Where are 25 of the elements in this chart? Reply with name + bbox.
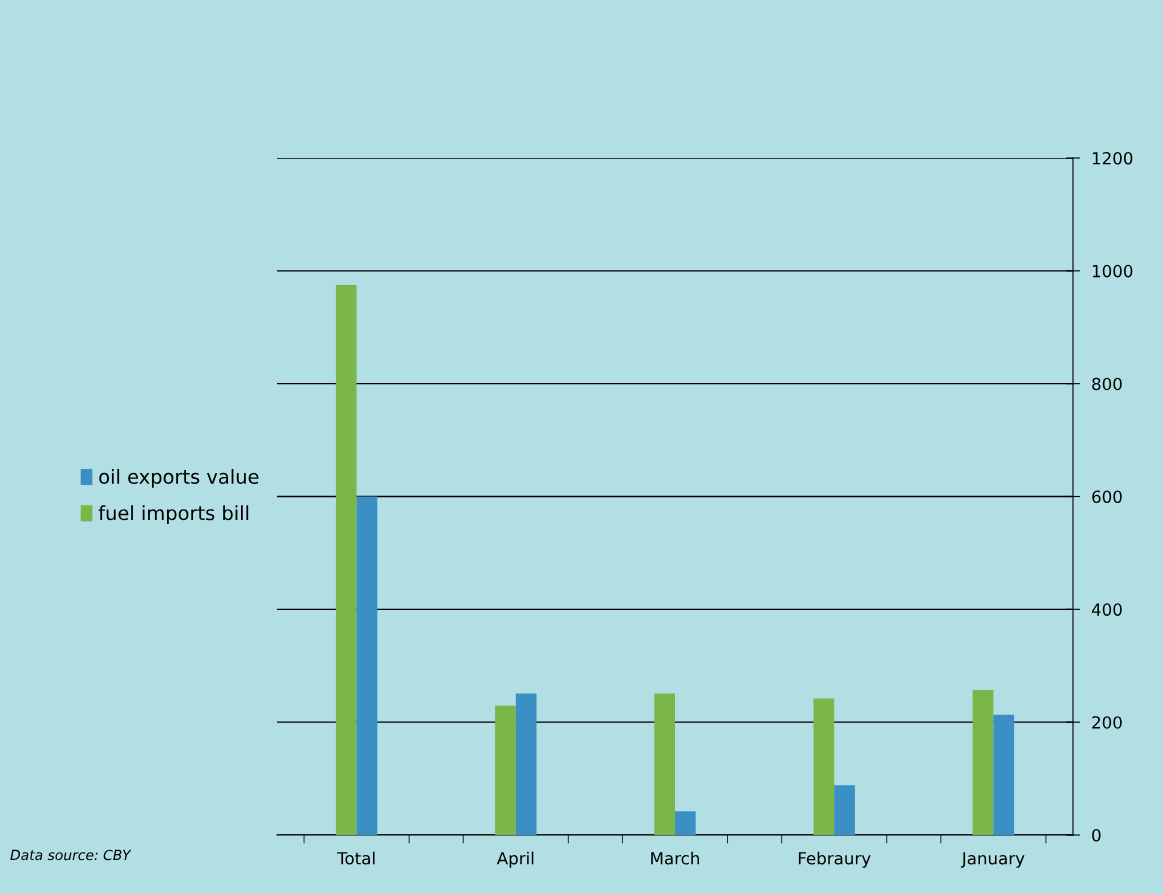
y-tick-label: 0 [1092, 828, 1101, 842]
bar [972, 690, 994, 835]
bar [335, 284, 357, 835]
bar [515, 693, 537, 835]
y-tick-label: 800 [1092, 377, 1122, 391]
x-tick-label: April [496, 851, 534, 868]
y-tick-label: 600 [1092, 490, 1122, 504]
legend-label: oil exports value [99, 468, 259, 488]
x-tick-label: March [651, 851, 699, 865]
legend-label: fuel imports bill [98, 505, 249, 525]
bar [495, 705, 516, 835]
source-note: Data source: CBY [10, 849, 132, 861]
y-tick-label: 1200 [1092, 151, 1133, 165]
bar [993, 714, 1015, 835]
x-tick-label: Total [337, 851, 375, 865]
bar [813, 698, 835, 835]
y-tick-label: 400 [1091, 603, 1122, 616]
bar [834, 785, 855, 835]
bar [356, 496, 378, 835]
bar [654, 693, 675, 835]
x-tick-label: January [960, 852, 1025, 868]
y-tick-label: 200 [1092, 716, 1122, 729]
x-tick-label: Febraury [798, 851, 871, 868]
bar [675, 811, 696, 835]
y-tick-label: 1000 [1092, 264, 1133, 278]
